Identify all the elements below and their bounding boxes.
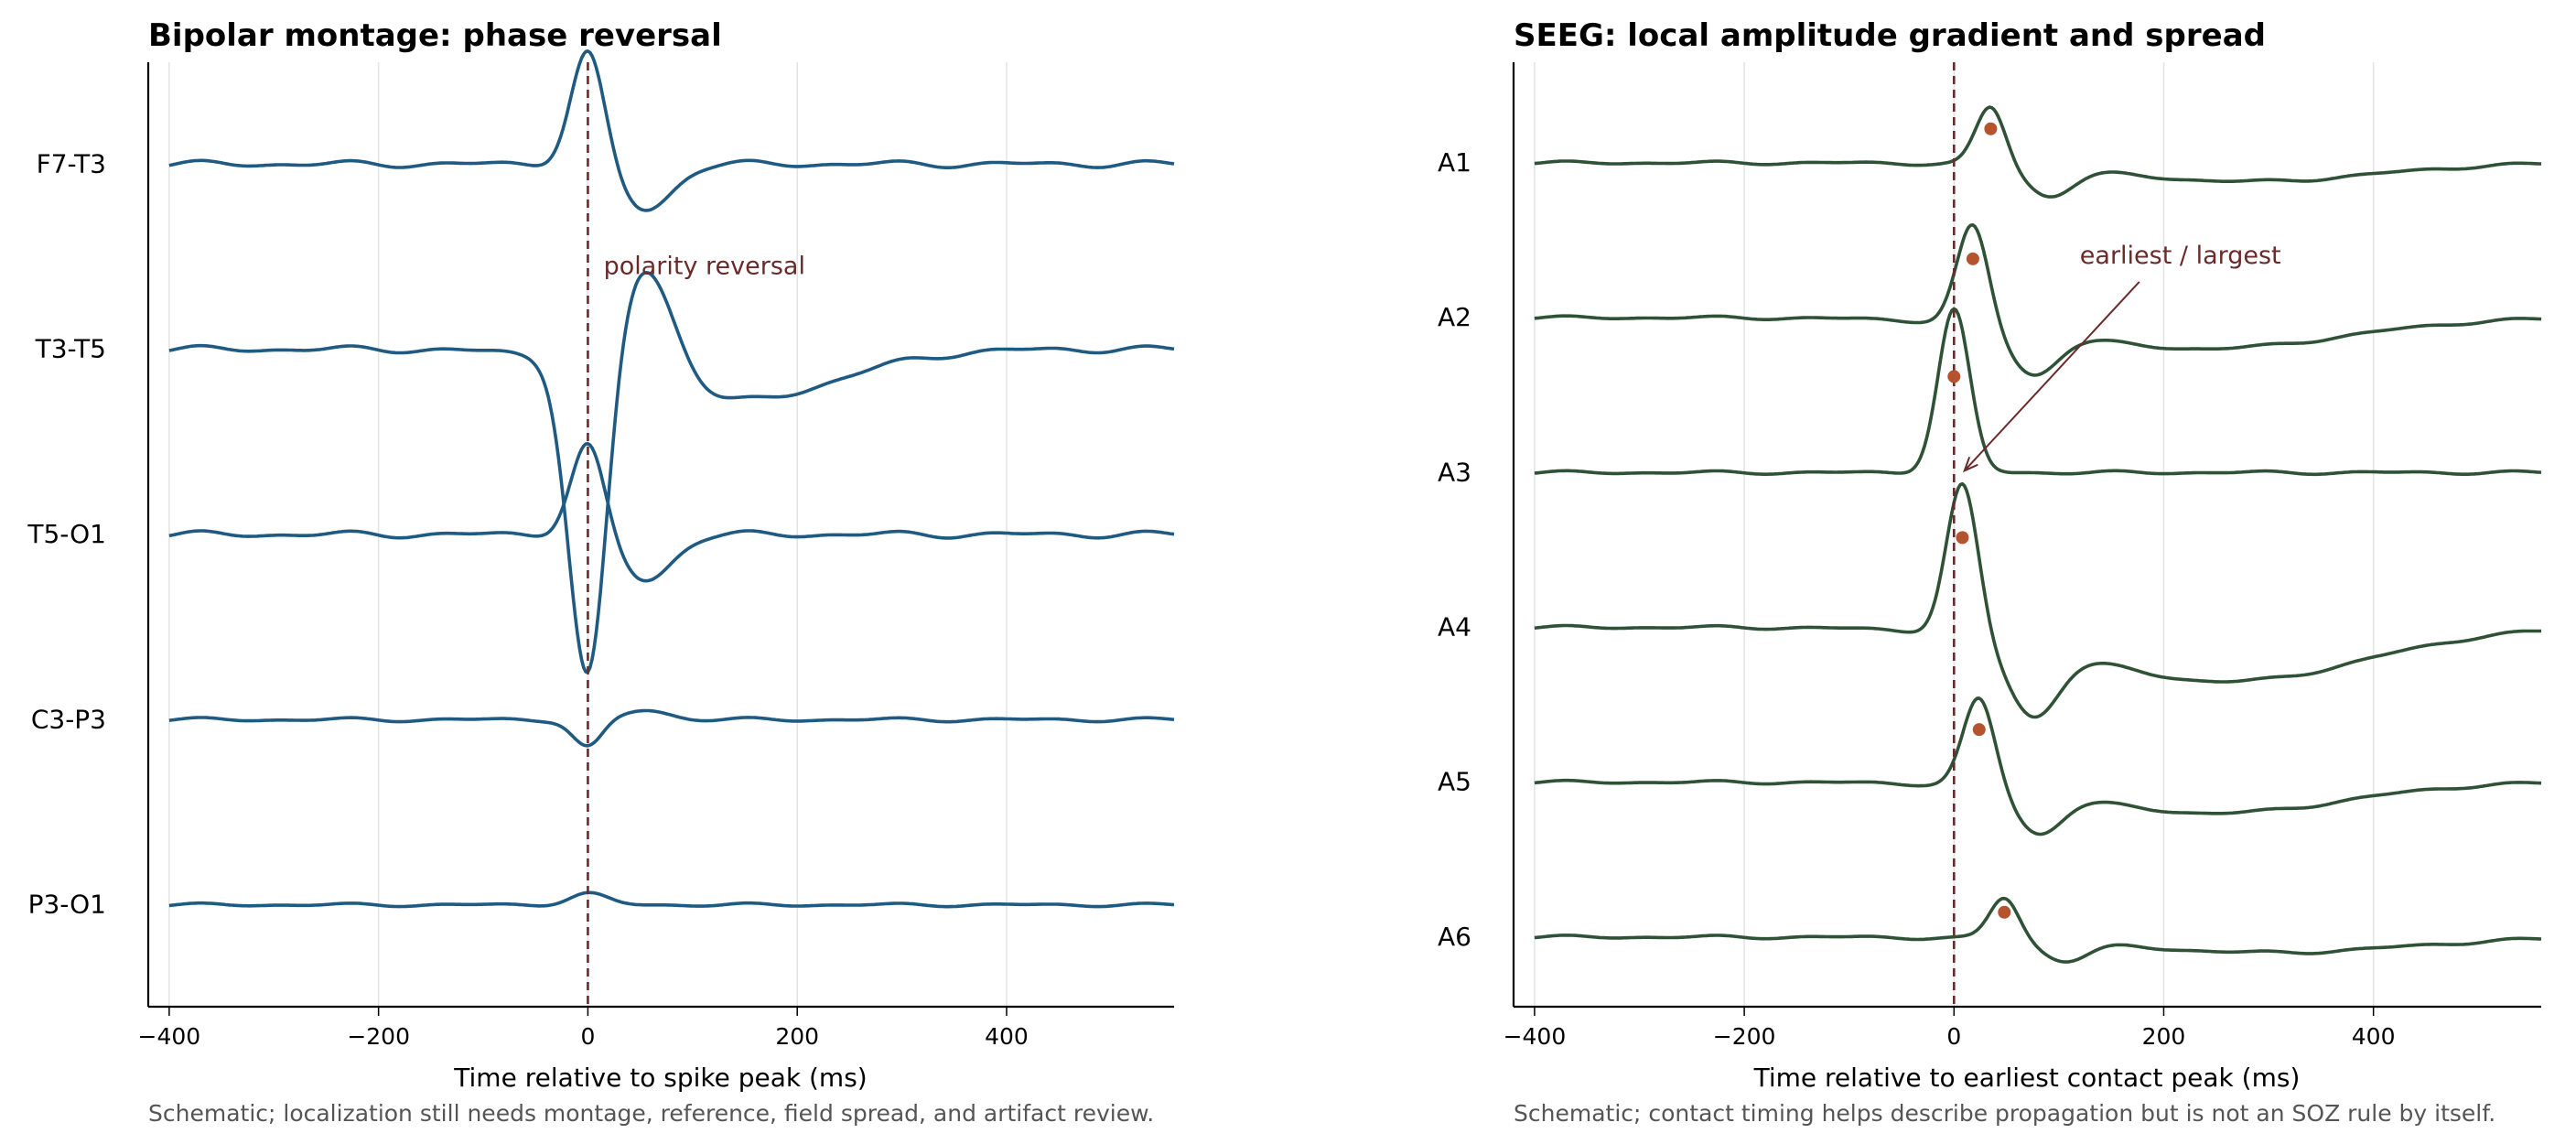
peak-dot (1966, 252, 1979, 265)
panel-bipolar-montage: Bipolar montage: phase reversal polarity… (27, 17, 1175, 1127)
caption: Schematic; localization still needs mont… (148, 1100, 1154, 1127)
channel-label: A2 (1438, 302, 1471, 332)
traces (168, 49, 1175, 909)
trace-t3-t5 (168, 271, 1175, 674)
peak-dot (1956, 531, 1969, 545)
panel-seeg: SEEG: local amplitude gradient and sprea… (1438, 17, 2542, 1127)
annotation-text: polarity reversal (604, 253, 805, 281)
axes (1512, 62, 2541, 1016)
axes (146, 62, 1174, 1016)
x-tick-label: 400 (2352, 1023, 2396, 1050)
chart-title: Bipolar montage: phase reversal (148, 17, 722, 54)
channel-label: A3 (1438, 457, 1471, 487)
channel-labels: A1 A2 A3 A4 A5 A6 (1438, 147, 1471, 952)
x-tick-label: 200 (775, 1023, 819, 1050)
trace-f7-t3 (168, 49, 1175, 212)
trace-p3-o1 (168, 890, 1175, 909)
channel-label: A4 (1438, 612, 1471, 642)
trace-a6 (1534, 896, 2542, 964)
channel-label: A5 (1438, 767, 1471, 797)
x-tick-label: 0 (580, 1023, 595, 1050)
x-tick-label: −400 (138, 1023, 201, 1050)
trace-t5-o1 (168, 442, 1175, 583)
traces (1534, 105, 2542, 964)
trace-a5 (1534, 696, 2542, 836)
x-tick-label: 0 (1946, 1023, 1961, 1050)
peak-dot (1947, 370, 1961, 383)
channel-label: T5-O1 (27, 519, 106, 549)
x-tick-label: 400 (985, 1023, 1029, 1050)
channel-labels: F7-T3 T3-T5 T5-O1 C3-P3 P3-O1 (27, 148, 106, 919)
channel-label: A6 (1438, 922, 1471, 952)
x-tick-labels: −400 −200 0 200 400 (138, 1023, 1029, 1050)
trace-c3-p3 (168, 708, 1175, 748)
peak-dot (1998, 905, 2011, 919)
marker-layer: earliest / largest (1947, 62, 2281, 1007)
x-axis-label: Time relative to earliest contact peak (… (1753, 1063, 2301, 1093)
x-tick-label: −400 (1504, 1023, 1567, 1050)
x-tick-label: −200 (1713, 1023, 1776, 1050)
marker-layer: polarity reversal (587, 62, 805, 1007)
caption: Schematic; contact timing helps describe… (1514, 1100, 2495, 1127)
peak-dot (1972, 723, 1986, 737)
peak-dot (1984, 122, 1998, 135)
x-axis-label: Time relative to spike peak (ms) (453, 1063, 867, 1093)
x-tick-label: −200 (347, 1023, 410, 1050)
trace-a2 (1534, 223, 2542, 377)
channel-label: A1 (1438, 147, 1471, 178)
channel-label: F7-T3 (37, 148, 106, 178)
trace-a1 (1534, 105, 2542, 199)
x-tick-label: 200 (2142, 1023, 2186, 1050)
trace-a3 (1534, 307, 2542, 477)
annotation-arrow (1964, 281, 2140, 472)
channel-label: C3-P3 (31, 704, 106, 734)
annotation-arrowhead (1962, 456, 1978, 473)
chart-title: SEEG: local amplitude gradient and sprea… (1514, 17, 2266, 54)
trace-a4 (1534, 481, 2541, 719)
channel-label: T3-T5 (35, 334, 106, 364)
channel-label: P3-O1 (28, 890, 106, 920)
x-tick-labels: −400 −200 0 200 400 (1504, 1023, 2396, 1050)
annotation-text: earliest / largest (2080, 242, 2281, 270)
